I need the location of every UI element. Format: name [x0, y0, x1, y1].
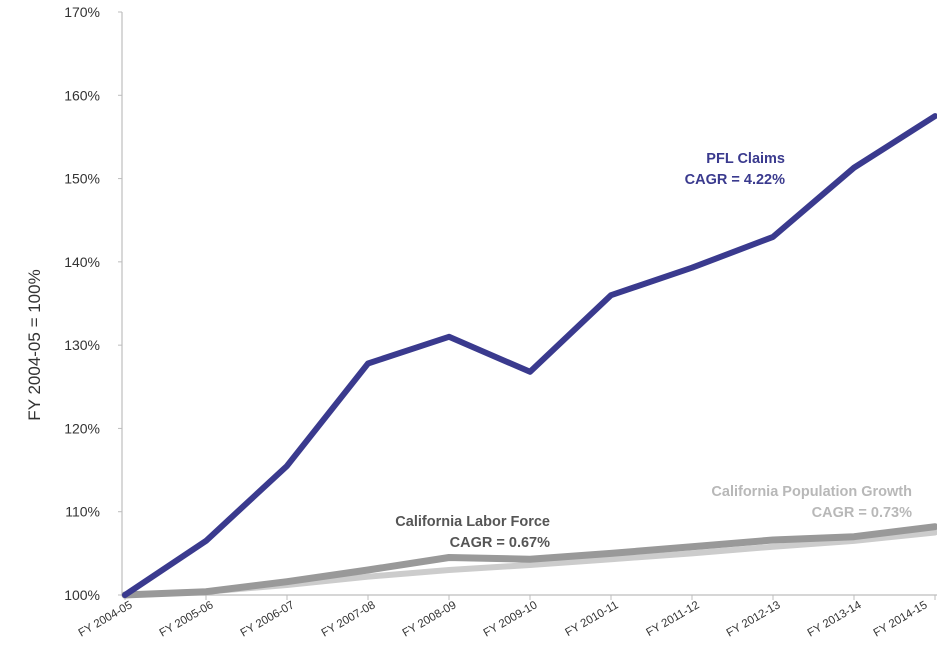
series-line-pfl-claims: [122, 113, 937, 598]
x-tick-label: FY 2007-08: [320, 599, 378, 639]
x-tick-label: FY 2005-06: [158, 599, 216, 639]
y-tick-label: 150%: [64, 171, 100, 187]
x-tick-label: FY 2014-15: [872, 599, 930, 639]
series-line-california-labor-force: [121, 523, 937, 599]
y-tick-label: 130%: [64, 337, 100, 353]
x-tick-label: FY 2013-14: [806, 599, 864, 640]
y-tick-label: 100%: [64, 587, 100, 603]
y-tick-label: 120%: [64, 420, 100, 436]
y-tick-label: 170%: [64, 4, 100, 20]
x-axis: FY 2004-05 FY 2005-06 FY 2006-07 FY 2007-08…: [77, 594, 937, 640]
series-layer: [121, 113, 937, 599]
x-tick-label: FY 2009-10: [482, 599, 540, 639]
y-tick-label: 140%: [64, 254, 100, 270]
y-tick-label: 110%: [65, 504, 100, 520]
x-tick-label: FY 2011-12: [644, 599, 701, 639]
annotation-california-labor-force-cagr: CAGR = 0.67%: [450, 535, 550, 551]
x-tick-label: FY 2012-13: [725, 599, 783, 639]
annotation-layer: PFL Claims CAGR = 4.22% California Labor F…: [395, 151, 912, 551]
x-tick-label: FY 2008-09: [401, 599, 459, 639]
x-tick-label: FY 2004-05: [77, 599, 135, 639]
annotation-pfl-claims-cagr: CAGR = 4.22%: [685, 172, 785, 188]
annotation-california-labor-force-name: California Labor Force: [395, 514, 550, 530]
x-tick-label: FY 2006-07: [239, 599, 297, 639]
y-tick-label: 160%: [64, 87, 100, 103]
y-axis: 100% 110% 120% 130% 140% 150% 160% 170%: [64, 4, 123, 603]
x-tick-label: FY 2010-11: [563, 599, 620, 639]
annotation-california-population-growth-cagr: CAGR = 0.73%: [812, 505, 912, 521]
annotation-pfl-claims-name: PFL Claims: [706, 151, 785, 167]
annotation-california-population-growth-name: California Population Growth: [711, 484, 912, 500]
y-axis-title: FY 2004-05 = 100%: [25, 269, 44, 420]
